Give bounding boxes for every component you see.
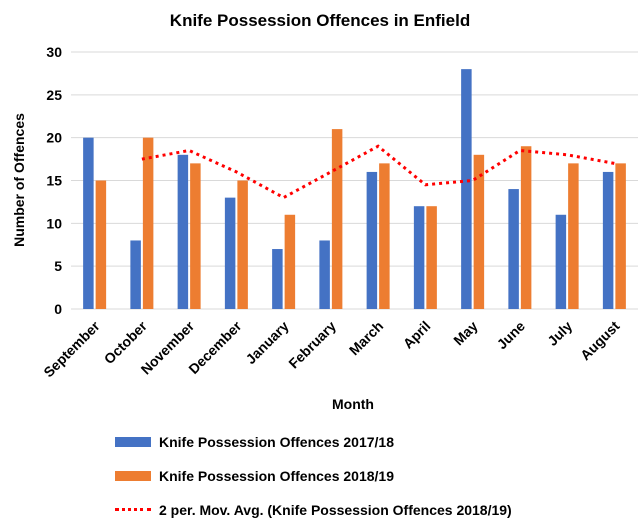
gridlines xyxy=(71,51,638,310)
x-tick-label: March xyxy=(346,318,386,358)
x-axis-ticks: SeptemberOctoberNovemberDecemberJanuaryF… xyxy=(40,317,622,380)
bar-2017-18-december xyxy=(224,197,236,309)
y-tick-label: 25 xyxy=(46,87,62,103)
legend: Knife Possession Offences 2017/18 Knife … xyxy=(115,428,512,530)
moving-average-polyline xyxy=(141,144,615,200)
bar-2017-18-march xyxy=(366,171,378,309)
x-tick-label: June xyxy=(494,318,529,353)
bar-2017-18-january xyxy=(272,249,283,309)
y-tick-label: 10 xyxy=(46,215,62,231)
bar-2018-19-october xyxy=(142,137,154,309)
x-tick-label: April xyxy=(400,318,434,352)
bar-2017-18-february xyxy=(319,240,330,309)
x-tick-label: August xyxy=(577,318,623,364)
chart-title: Knife Possession Offences in Enfield xyxy=(170,11,470,30)
bar-2018-19-march xyxy=(379,163,390,309)
bar-2018-19-april xyxy=(426,206,437,309)
y-tick-label: 15 xyxy=(46,173,62,189)
legend-swatch-2018-19 xyxy=(115,470,151,481)
bar-2017-18-august xyxy=(602,171,614,309)
bar-2017-18-june xyxy=(508,189,519,309)
bar-2017-18-october xyxy=(130,240,141,309)
y-tick-label: 20 xyxy=(46,130,62,146)
moving-average-line xyxy=(141,144,615,200)
x-tick-label: July xyxy=(544,318,575,349)
chart-plot-svg: Knife Possession Offences in Enfield 0 5 1… xyxy=(11,11,638,412)
legend-label-moving-average: 2 per. Mov. Avg. (Knife Possession Offen… xyxy=(159,501,512,518)
legend-label-2017-18: Knife Possession Offences 2017/18 xyxy=(159,433,394,450)
bar-2018-19-january xyxy=(284,214,296,309)
bar-2018-19-september xyxy=(95,180,107,309)
bar-2017-18-may xyxy=(461,69,472,309)
bar-2018-19-december xyxy=(237,180,248,309)
legend-item-2018-19: Knife Possession Offences 2018/19 xyxy=(115,462,512,489)
bar-2018-19-may xyxy=(473,154,485,309)
y-tick-label: 5 xyxy=(54,258,62,274)
x-tick-label: February xyxy=(285,318,339,372)
bar-2017-18-november xyxy=(177,154,189,309)
y-axis-label: Number of Offences xyxy=(11,113,27,247)
bars xyxy=(83,69,626,309)
x-axis-label: Month xyxy=(332,396,374,412)
y-axis-ticks: 0 5 10 15 20 25 30 xyxy=(46,44,62,317)
bar-2018-19-august xyxy=(615,163,626,309)
x-tick-label: May xyxy=(450,318,481,349)
chart: Knife Possession Offences in Enfield 0 5 1… xyxy=(11,11,638,518)
bar-2017-18-april xyxy=(413,206,425,309)
bar-2017-18-september xyxy=(83,137,94,309)
legend-swatch-2017-18 xyxy=(115,436,151,447)
x-tick-label: September xyxy=(40,317,103,380)
legend-item-2017-18: Knife Possession Offences 2017/18 xyxy=(115,428,512,455)
legend-item-moving-average: 2 per. Mov. Avg. (Knife Possession Offen… xyxy=(115,496,512,523)
bar-2018-19-june xyxy=(520,146,532,309)
bar-2018-19-november xyxy=(190,163,201,309)
legend-swatch-moving-average xyxy=(115,508,151,511)
bar-2017-18-july xyxy=(555,214,567,309)
y-tick-label: 30 xyxy=(46,44,62,60)
bar-2018-19-july xyxy=(568,163,579,309)
bar-2018-19-february xyxy=(331,129,343,309)
y-tick-label: 0 xyxy=(54,301,62,317)
legend-label-2018-19: Knife Possession Offences 2018/19 xyxy=(159,467,394,484)
